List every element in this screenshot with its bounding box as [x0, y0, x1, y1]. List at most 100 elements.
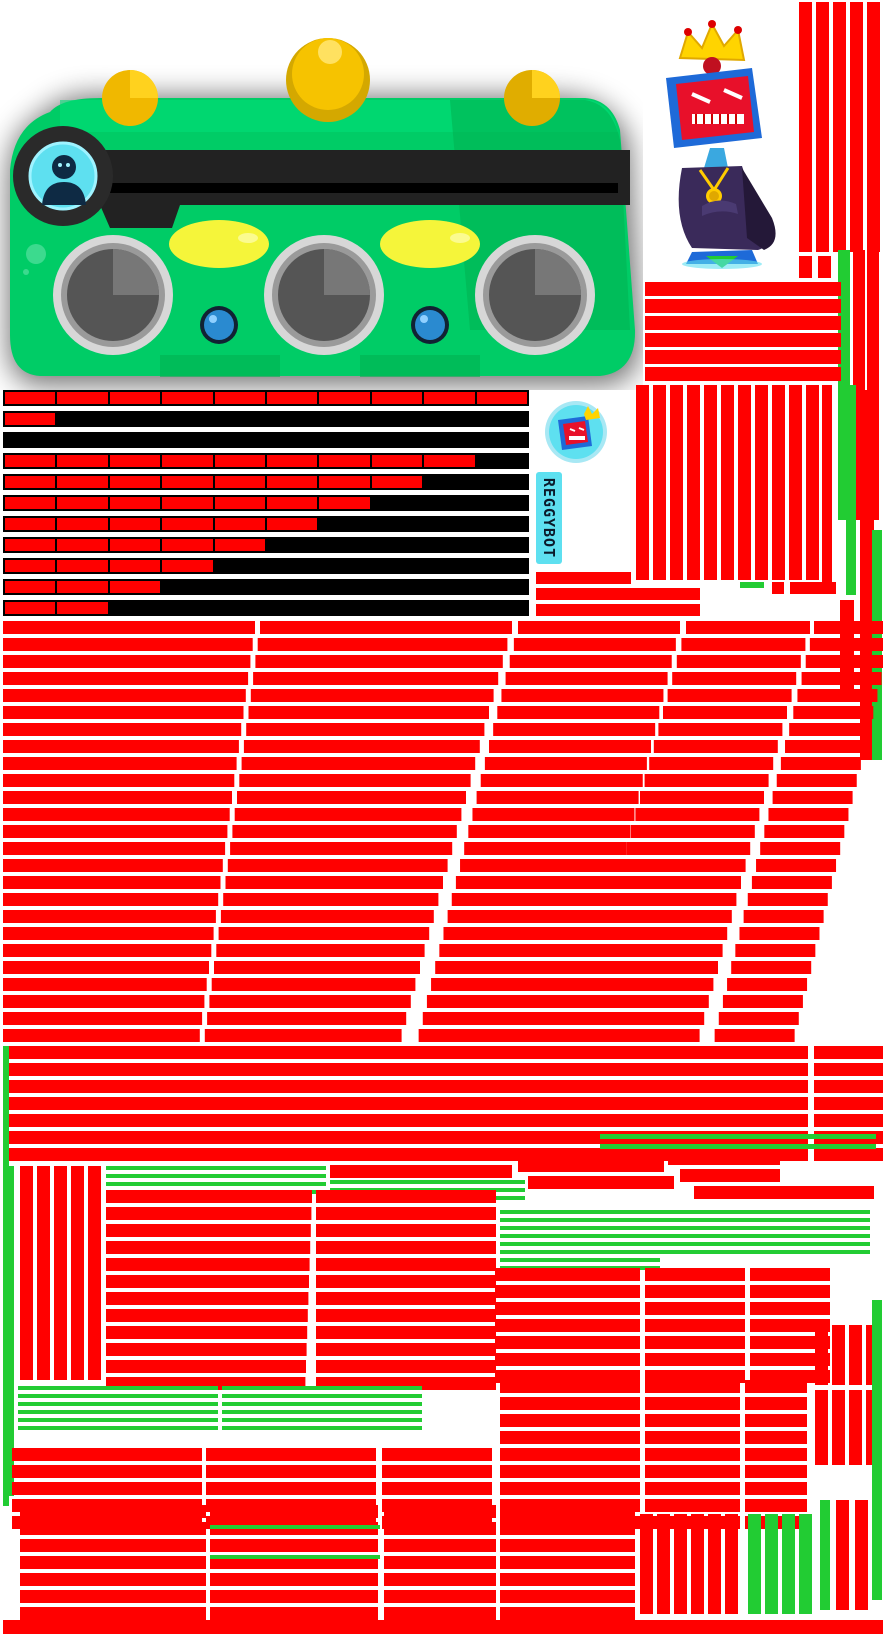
- sprite-frame: [745, 1414, 807, 1427]
- sprite-frame: [867, 2, 880, 252]
- sprite-frame: [645, 350, 841, 364]
- sprite-frame: [316, 1292, 496, 1305]
- sprite-frame: [513, 638, 676, 651]
- sprite-frame: [210, 1607, 378, 1620]
- sprite-frame: [20, 1607, 206, 1620]
- health-segment: [109, 581, 161, 593]
- sprite-frame: [384, 1573, 496, 1586]
- sprite-frame: [222, 1418, 422, 1422]
- sprite-frame: [3, 859, 223, 872]
- sprite-frame: [12, 1114, 227, 1127]
- sprite-frame: [745, 1482, 807, 1495]
- player-silhouette-icon: [28, 141, 98, 211]
- sprite-frame: [727, 978, 808, 991]
- sprite-frame: [814, 1097, 883, 1110]
- sprite-frame: [460, 859, 623, 872]
- health-segment: [214, 476, 265, 488]
- sprite-frame: [210, 1556, 378, 1569]
- sprite-frame: [384, 1607, 496, 1620]
- sprite-frame: [210, 1555, 380, 1559]
- sprite-frame: [645, 1380, 740, 1393]
- sprite-frame: [630, 825, 755, 838]
- health-segment: [57, 476, 108, 488]
- sprite-frame: [472, 808, 635, 821]
- sprite-frame: [645, 316, 841, 330]
- sprite-frame: [500, 1607, 635, 1620]
- sprite-frame: [750, 1285, 830, 1298]
- sprite-frame: [210, 1539, 378, 1552]
- sprite-frame: [780, 757, 861, 770]
- sprite-frame: [489, 740, 652, 753]
- sprite-frame: [20, 1522, 206, 1535]
- sprite-frame: [820, 1500, 830, 1610]
- sprite-frame: [18, 1418, 218, 1422]
- sprite-frame: [776, 774, 857, 787]
- sprite-frame: [484, 757, 647, 770]
- sprite-frame: [500, 1539, 635, 1552]
- sprite-frame: [248, 706, 489, 719]
- sprite-frame: [447, 910, 610, 923]
- health-segment: [162, 392, 213, 404]
- sprite-frame: [645, 1302, 745, 1315]
- sprite-frame: [20, 1556, 206, 1569]
- sprite-frame: [3, 910, 216, 923]
- sprite-frame: [210, 1525, 380, 1529]
- sprite-frame: [222, 1402, 422, 1406]
- sprite-frame: [645, 1397, 740, 1410]
- sprite-frame: [536, 604, 700, 616]
- sprite-frame: [3, 1029, 200, 1042]
- sprite-frame: [681, 638, 806, 651]
- sprite-frame: [649, 757, 774, 770]
- sprite-frame: [518, 1159, 664, 1172]
- sprite-frame: [418, 1029, 581, 1042]
- sprite-frame: [500, 1242, 660, 1246]
- sprite-frame: [426, 995, 589, 1008]
- sprite-frame: [12, 1080, 227, 1093]
- sprite-frame: [604, 1080, 716, 1093]
- health-segment: [109, 476, 161, 488]
- sprite-frame: [500, 1210, 660, 1214]
- health-segment: [5, 413, 56, 425]
- sprite-frame: [3, 978, 207, 991]
- sprite-frame: [660, 1218, 870, 1222]
- sprite-frame: [745, 1448, 807, 1461]
- health-segment: [214, 539, 265, 551]
- health-segment: [424, 392, 475, 404]
- sprite-frame: [218, 927, 430, 940]
- sprite-frame: [645, 1499, 740, 1512]
- sprite-frame: [832, 1325, 845, 1385]
- sprite-frame: [18, 1394, 218, 1398]
- sprite-frame: [241, 757, 476, 770]
- health-segment: [424, 455, 475, 467]
- sprite-frame: [18, 1386, 218, 1390]
- sprite-frame: [211, 978, 416, 991]
- sprite-frame: [708, 1514, 721, 1614]
- sprite-frame: [721, 385, 734, 580]
- sprite-frame: [495, 1319, 640, 1332]
- sprite-frame: [6, 1166, 14, 1496]
- sprite-frame: [12, 1465, 202, 1478]
- health-segment: [109, 539, 161, 551]
- health-segment: [5, 560, 56, 572]
- sprite-frame: [782, 1514, 795, 1614]
- sprite-frame: [645, 367, 841, 381]
- health-segment: [476, 392, 527, 404]
- sprite-frame: [635, 808, 760, 821]
- sprite-frame: [384, 1522, 496, 1535]
- sprite-frame: [528, 1176, 674, 1189]
- sprite-frame: [745, 1397, 807, 1410]
- sprite-frame: [3, 740, 239, 753]
- sprite-frame: [243, 740, 480, 753]
- sprite-frame: [210, 1505, 378, 1518]
- health-segment: [109, 392, 161, 404]
- sprite-frame: [451, 1148, 602, 1161]
- sprite-frame: [850, 2, 863, 252]
- sprite-frame: [106, 1182, 326, 1186]
- sprite-frame: [832, 1390, 845, 1465]
- health-segment: [162, 476, 213, 488]
- sprite-frame: [12, 1148, 227, 1161]
- sprite-frame: [449, 1063, 600, 1076]
- sprite-frame: [833, 2, 846, 252]
- health-segment: [319, 497, 370, 509]
- sprite-frame: [670, 385, 683, 580]
